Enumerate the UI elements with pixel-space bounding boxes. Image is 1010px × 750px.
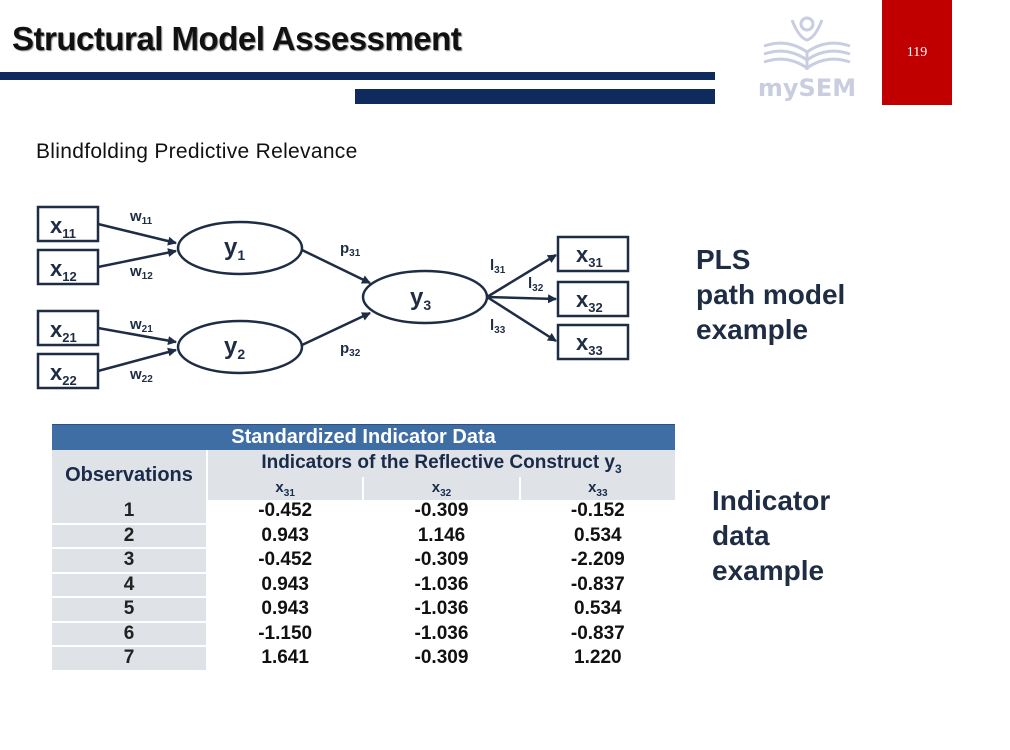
loading-label: l31	[490, 257, 506, 276]
indicator-label: x12	[50, 256, 77, 284]
value-cell: 0.943	[208, 598, 363, 623]
value-cell: 0.534	[520, 598, 675, 623]
construct-ellipse-y2	[176, 319, 304, 375]
column-header-x31: x31	[208, 477, 363, 500]
logo-text: mySEM	[758, 74, 856, 102]
indicator-label-line: Indicator	[712, 485, 831, 516]
table-row: 7 1.641 -0.309 1.220	[52, 647, 675, 672]
value-cell: -0.152	[520, 500, 675, 525]
value-cell: 0.943	[208, 573, 363, 598]
indicators-group-header: Indicators of the Reflective Construct y…	[208, 450, 675, 477]
table-row: 6 -1.150 -1.036 -0.837	[52, 622, 675, 647]
value-cell: -1.036	[364, 622, 519, 647]
arrow-x22-y2	[97, 347, 177, 373]
value-cell: -0.837	[520, 622, 675, 647]
pls-label-line: example	[696, 314, 809, 345]
value-cell: 1.146	[364, 524, 519, 549]
value-cell: -0.452	[208, 500, 363, 525]
arrow-x12-y1	[97, 248, 177, 269]
weight-label: w11	[129, 208, 153, 227]
weight-label: w12	[129, 263, 153, 282]
page-number: 119	[882, 0, 952, 105]
pls-model-label: PLS path model example	[696, 242, 845, 347]
column-header-x33: x33	[520, 477, 675, 500]
loading-label: l32	[528, 275, 544, 294]
weight-label: w21	[129, 316, 153, 335]
indicator-label-line: example	[712, 555, 825, 586]
indicator-label: x11	[50, 213, 76, 241]
indicator-data-label: Indicator data example	[712, 483, 830, 588]
observation-cell: 7	[52, 647, 206, 672]
value-cell: -2.209	[520, 549, 675, 574]
value-cell: 0.534	[520, 524, 675, 549]
observation-cell: 6	[52, 622, 206, 647]
table-row: 4 0.943 -1.036 -0.837	[52, 573, 675, 598]
arrow-y3-x31	[486, 253, 557, 299]
header-bar-top	[0, 72, 715, 80]
value-cell: -0.837	[520, 573, 675, 598]
indicator-label: x33	[576, 330, 603, 358]
header-bar-bottom	[355, 89, 715, 104]
table-row: 3 -0.452 -0.309 -2.209	[52, 549, 675, 574]
pls-path-diagram: x11 x12 x21 x22 w11 w12 w21 w22 y1 y2 y3…	[36, 205, 630, 390]
arrow-y1-y3	[301, 248, 371, 285]
value-cell: 1.220	[520, 647, 675, 672]
indicator-data-table: Standardized Indicator Data Observations…	[50, 424, 677, 672]
table-row: 2 0.943 1.146 0.534	[52, 524, 675, 549]
mysem-logo: mySEM	[758, 16, 856, 102]
indicator-box-x33	[556, 323, 630, 361]
pls-label-line: PLS	[696, 244, 751, 275]
table-row: 1 -0.452 -0.309 -0.152	[52, 500, 675, 525]
path-label: p32	[340, 340, 361, 359]
value-cell: 0.943	[208, 524, 363, 549]
indicator-box-x31	[556, 235, 630, 273]
construct-label: y2	[224, 333, 245, 362]
value-cell: -1.036	[364, 598, 519, 623]
value-cell: -1.036	[364, 573, 519, 598]
observation-cell: 5	[52, 598, 206, 623]
value-cell: -0.452	[208, 549, 363, 574]
path-label: p31	[340, 240, 361, 259]
observation-cell: 2	[52, 524, 206, 549]
indicator-label: x22	[50, 360, 77, 388]
weight-label: w22	[129, 366, 153, 385]
indicator-box-x32	[556, 280, 630, 318]
construct-label: y3	[410, 284, 431, 313]
arrow-y2-y3	[301, 311, 371, 347]
arrow-y3-x32	[486, 294, 557, 304]
value-cell: -0.309	[364, 647, 519, 672]
indicator-label-line: data	[712, 520, 770, 551]
loading-label: l33	[490, 317, 506, 336]
slide-title: Structural Model Assessment	[12, 20, 462, 57]
table-title: Standardized Indicator Data	[52, 424, 675, 450]
pls-label-line: path model	[696, 279, 846, 310]
arrow-x21-y2	[97, 326, 177, 346]
observation-cell: 3	[52, 549, 206, 574]
value-cell: -0.309	[364, 549, 519, 574]
observation-cell: 4	[52, 573, 206, 598]
arrow-y3-x33	[486, 295, 557, 343]
indicator-box-x21	[36, 309, 100, 347]
value-cell: -0.309	[364, 500, 519, 525]
construct-ellipse-y1	[176, 220, 304, 276]
construct-label: y1	[224, 234, 245, 263]
value-cell: 1.641	[208, 647, 363, 672]
observations-header: Observations	[52, 450, 206, 500]
value-cell: -1.150	[208, 622, 363, 647]
indicator-label: x32	[576, 287, 603, 315]
observation-cell: 1	[52, 500, 206, 525]
arrow-x11-y1	[97, 222, 177, 246]
column-header-x32: x32	[364, 477, 519, 500]
table-row: 5 0.943 -1.036 0.534	[52, 598, 675, 623]
slide-subtitle: Blindfolding Predictive Relevance	[36, 140, 358, 163]
indicator-label: x31	[576, 242, 603, 270]
indicator-label: x21	[50, 317, 77, 345]
